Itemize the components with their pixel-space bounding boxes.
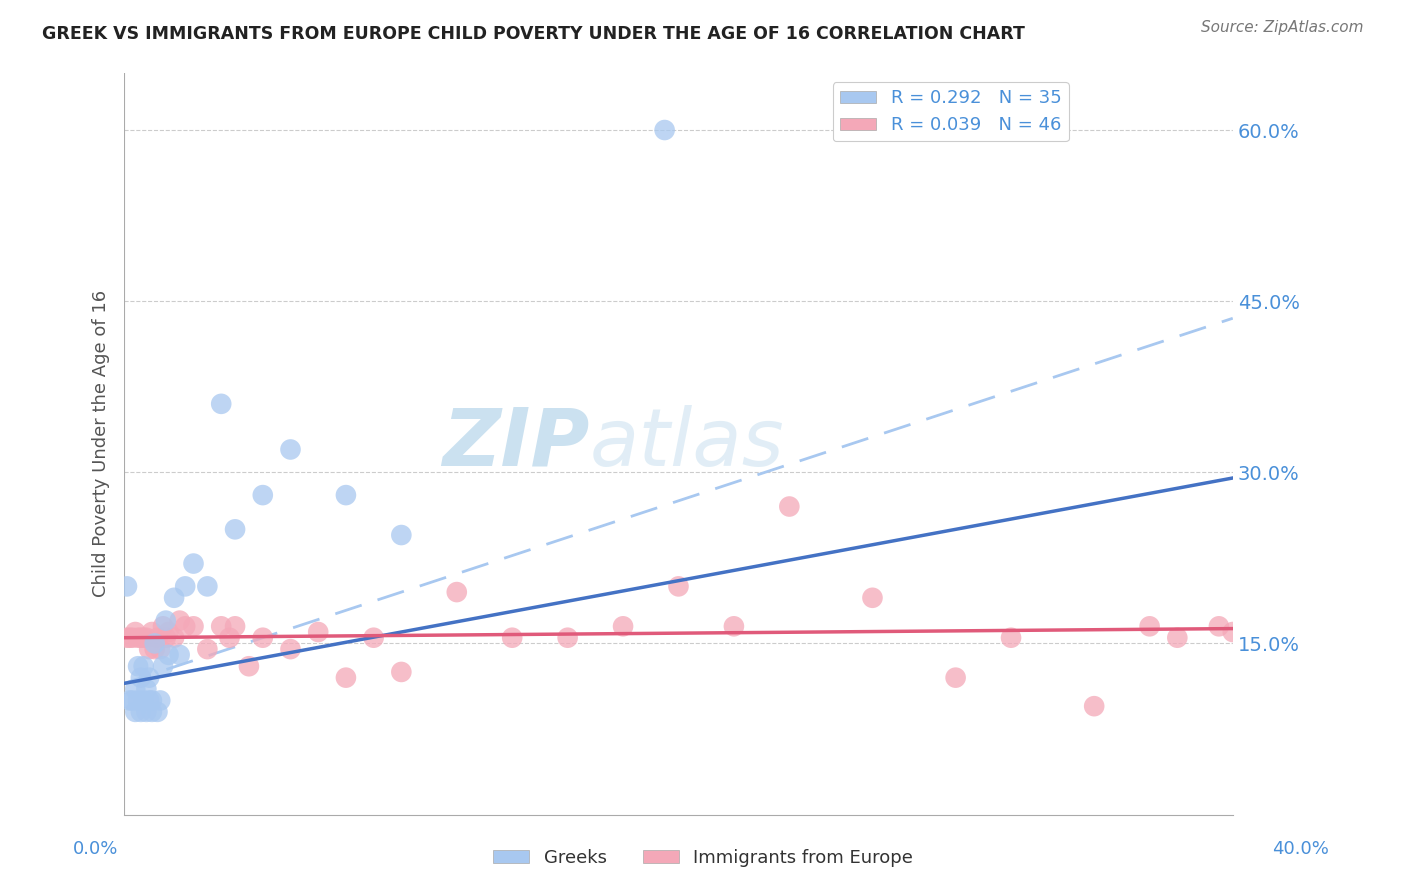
Point	[778, 500, 800, 514]
Point	[163, 591, 186, 605]
Point	[155, 631, 177, 645]
Point	[155, 614, 177, 628]
Point	[115, 631, 138, 645]
Text: GREEK VS IMMIGRANTS FROM EUROPE CHILD POVERTY UNDER THE AGE OF 16 CORRELATION CH: GREEK VS IMMIGRANTS FROM EUROPE CHILD PO…	[42, 25, 1025, 43]
Point	[149, 693, 172, 707]
Point	[224, 522, 246, 536]
Point	[1083, 699, 1105, 714]
Point	[183, 557, 205, 571]
Point	[115, 579, 138, 593]
Text: 40.0%: 40.0%	[1272, 840, 1329, 858]
Point	[183, 619, 205, 633]
Point	[118, 693, 141, 707]
Point	[209, 619, 232, 633]
Point	[129, 705, 152, 719]
Point	[132, 659, 155, 673]
Point	[335, 488, 357, 502]
Point	[127, 659, 149, 673]
Point	[124, 625, 146, 640]
Legend: R = 0.292   N = 35, R = 0.039   N = 46: R = 0.292 N = 35, R = 0.039 N = 46	[832, 82, 1069, 142]
Point	[149, 642, 172, 657]
Y-axis label: Child Poverty Under the Age of 16: Child Poverty Under the Age of 16	[93, 290, 110, 598]
Point	[1166, 631, 1188, 645]
Point	[1222, 625, 1244, 640]
Point	[363, 631, 385, 645]
Point	[143, 636, 166, 650]
Point	[138, 671, 160, 685]
Point	[146, 631, 169, 645]
Point	[174, 579, 197, 593]
Point	[1000, 631, 1022, 645]
Point	[146, 705, 169, 719]
Point	[280, 642, 302, 657]
Point	[174, 619, 197, 633]
Text: Source: ZipAtlas.com: Source: ZipAtlas.com	[1201, 20, 1364, 35]
Point	[195, 579, 218, 593]
Point	[141, 625, 163, 640]
Point	[238, 659, 260, 673]
Legend: Greeks, Immigrants from Europe: Greeks, Immigrants from Europe	[485, 842, 921, 874]
Point	[446, 585, 468, 599]
Point	[862, 591, 884, 605]
Point	[612, 619, 634, 633]
Point	[121, 631, 143, 645]
Text: 0.0%: 0.0%	[73, 840, 118, 858]
Point	[557, 631, 579, 645]
Point	[157, 648, 180, 662]
Point	[118, 631, 141, 645]
Point	[129, 631, 152, 645]
Point	[195, 642, 218, 657]
Point	[169, 648, 191, 662]
Point	[143, 642, 166, 657]
Point	[945, 671, 967, 685]
Point	[138, 642, 160, 657]
Point	[138, 693, 160, 707]
Text: ZIP: ZIP	[443, 405, 589, 483]
Point	[152, 619, 174, 633]
Point	[121, 693, 143, 707]
Point	[152, 659, 174, 673]
Point	[668, 579, 690, 593]
Point	[127, 693, 149, 707]
Point	[141, 705, 163, 719]
Point	[135, 705, 157, 719]
Point	[157, 625, 180, 640]
Point	[218, 631, 240, 645]
Point	[1139, 619, 1161, 633]
Point	[124, 705, 146, 719]
Point	[135, 631, 157, 645]
Point	[209, 397, 232, 411]
Point	[252, 488, 274, 502]
Point	[163, 631, 186, 645]
Point	[501, 631, 523, 645]
Point	[654, 123, 676, 137]
Point	[252, 631, 274, 645]
Point	[389, 665, 412, 679]
Point	[280, 442, 302, 457]
Point	[124, 681, 146, 696]
Point	[129, 671, 152, 685]
Point	[135, 681, 157, 696]
Text: atlas: atlas	[589, 405, 785, 483]
Point	[169, 614, 191, 628]
Point	[389, 528, 412, 542]
Point	[127, 631, 149, 645]
Point	[1208, 619, 1230, 633]
Point	[132, 693, 155, 707]
Point	[723, 619, 745, 633]
Point	[224, 619, 246, 633]
Point	[132, 631, 155, 645]
Point	[307, 625, 329, 640]
Point	[335, 671, 357, 685]
Point	[141, 693, 163, 707]
